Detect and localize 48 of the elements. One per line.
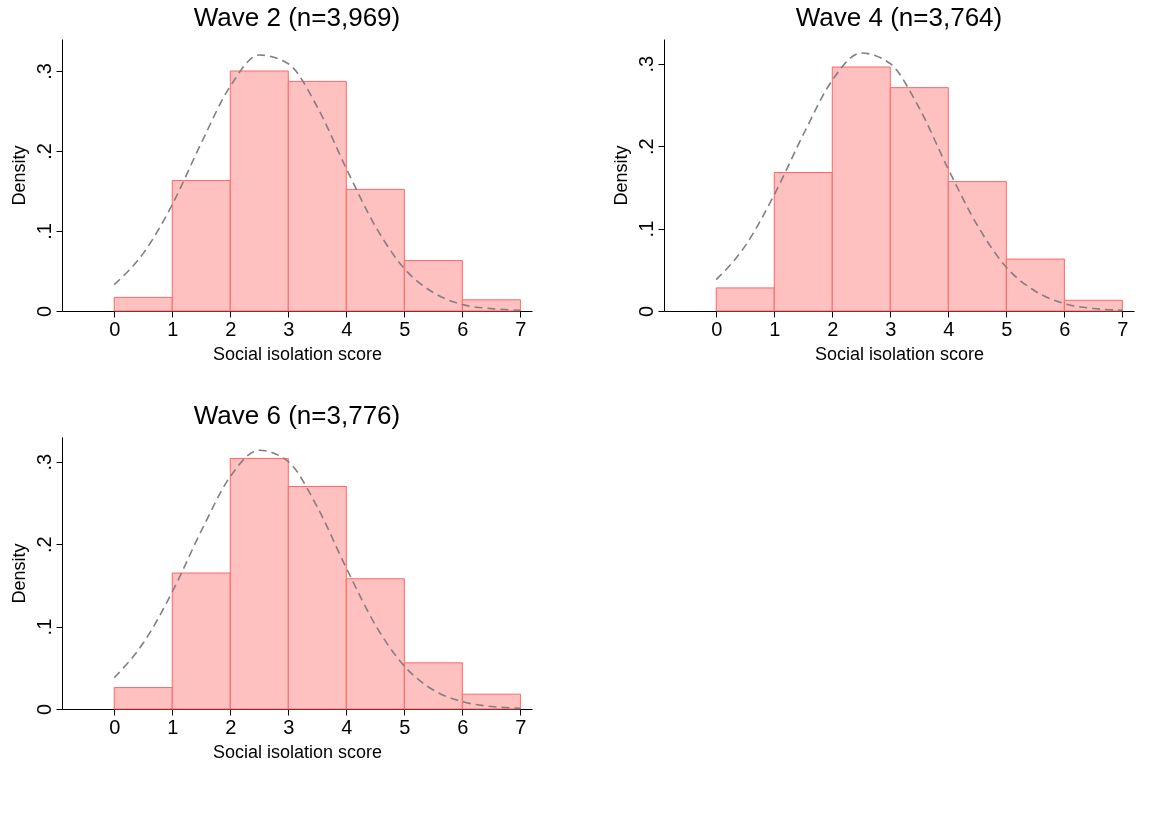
x-tick-label: 4	[943, 317, 955, 340]
y-tick-label: .3	[32, 453, 55, 471]
x-tick-label: 4	[341, 317, 353, 340]
y-tick-label: .2	[32, 143, 55, 160]
x-tick-label: 7	[515, 715, 527, 738]
y-tick-label: .2	[32, 536, 55, 553]
x-tick-label: 5	[399, 715, 411, 738]
x-tick-label: 1	[167, 317, 179, 340]
chart-title: Wave 6 (n=3,776)	[193, 400, 401, 430]
x-tick-label: 0	[109, 715, 121, 738]
x-tick-label: 2	[225, 317, 237, 340]
line-series	[715, 52, 1124, 311]
y-tick-label: .3	[32, 63, 55, 80]
x-tick-label: 2	[225, 715, 237, 738]
x-tick-label: 0	[109, 317, 121, 340]
line-series	[113, 54, 522, 311]
x-tick-label: 7	[515, 317, 527, 340]
y-axis-title: Density	[610, 145, 631, 206]
y-tick-label: 0	[32, 703, 55, 716]
x-tick-label: 3	[885, 317, 897, 340]
y-tick-label: .3	[634, 55, 657, 73]
y-axis-title: Density	[8, 543, 29, 604]
x-tick-label: 5	[1001, 317, 1013, 340]
x-tick-label: 6	[1059, 317, 1071, 340]
x-tick-label: 5	[399, 317, 411, 340]
x-tick-label: 1	[769, 317, 781, 340]
x-tick-label: 0	[711, 317, 723, 340]
x-axis-title: Social isolation score	[212, 741, 383, 762]
x-axis-title: Social isolation score	[814, 343, 985, 364]
x-tick-label: 3	[283, 715, 295, 738]
y-tick-label: .1	[634, 220, 657, 238]
x-tick-label: 7	[1117, 317, 1129, 340]
x-tick-label: 3	[283, 317, 295, 340]
x-tick-label: 4	[341, 715, 353, 738]
x-axis-title: Social isolation score	[212, 343, 383, 364]
x-tick-label: 2	[827, 317, 839, 340]
y-tick-label: .2	[634, 138, 657, 155]
y-tick-label: .1	[32, 618, 55, 636]
x-tick-label: 6	[457, 715, 469, 738]
chart-title: Wave 4 (n=3,764)	[795, 2, 1003, 32]
y-tick-label: .1	[32, 223, 55, 240]
y-tick-label: 0	[32, 305, 55, 318]
line-series	[113, 449, 522, 709]
x-tick-label: 1	[167, 715, 179, 738]
y-axis-title: Density	[8, 145, 29, 206]
y-tick-label: 0	[634, 305, 657, 318]
chart-title: Wave 2 (n=3,969)	[193, 2, 401, 32]
x-tick-label: 6	[457, 317, 469, 340]
